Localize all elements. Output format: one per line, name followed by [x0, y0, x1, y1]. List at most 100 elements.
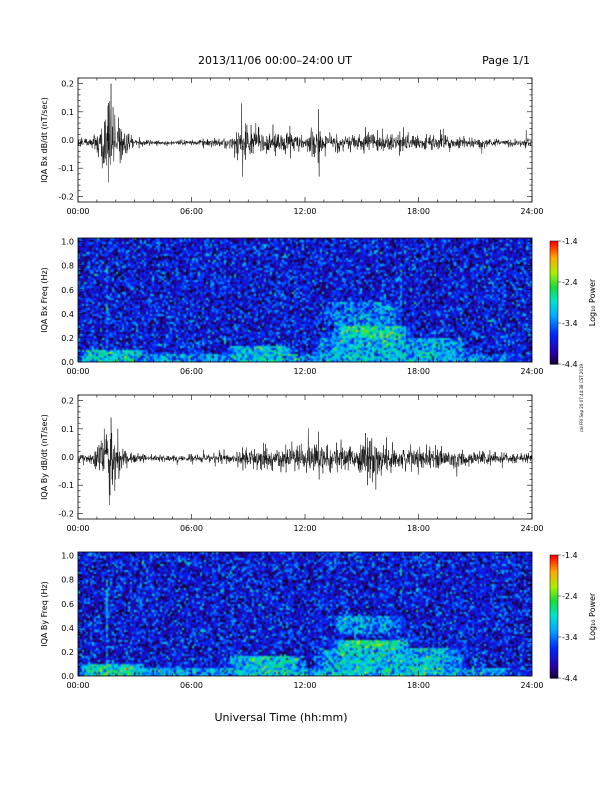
y-tick-label: -0.2 — [58, 509, 74, 518]
x-tick-label: 12:00 — [293, 367, 316, 376]
spectrogram-image — [78, 238, 532, 362]
svg-text:-2.4: -2.4 — [562, 592, 578, 601]
y-axis-label: IQA By dB/dt (nT/sec) — [40, 414, 49, 500]
svg-text:0.2: 0.2 — [61, 648, 74, 657]
colorbar-tick-label: -4.4 — [562, 674, 578, 683]
colorbar: -1.4 -2.4 -3.4 -4.4 Log₁₀ Power — [549, 551, 597, 683]
svg-text:06:00: 06:00 — [180, 681, 203, 690]
page-number: Page 1/1 — [482, 54, 530, 67]
plot-title: 2013/11/06 00:00–24:00 UT — [198, 54, 352, 67]
spectrogram-panel: -1.4 -2.4 -3.4 -4.4 Log₁₀ Power 00:00 06:00 12:… — [40, 237, 597, 376]
colorbar-tick-label: -4.4 — [562, 360, 578, 369]
svg-text:0.8: 0.8 — [61, 576, 74, 585]
x-tick-label: 24:00 — [520, 207, 543, 216]
x-tick-label: 06:00 — [180, 207, 203, 216]
x-tick-label: 00:00 — [66, 207, 89, 216]
y-axis-label: IQA Bx dB/dt (nT/sec) — [40, 97, 49, 183]
x-tick-label: 12:00 — [293, 207, 316, 216]
side-stamp: cal FRI Sep 20 07:44:38 CST 2019 — [579, 363, 584, 432]
svg-text:00:00: 00:00 — [66, 367, 89, 376]
waveform-panel: 00:00 06:00 12:00 18:00 24:00 -0.2 -0.1 0.0 0.1 0… — [40, 77, 544, 216]
svg-text:0.1: 0.1 — [61, 108, 74, 117]
y-tick-label: -0.1 — [58, 481, 74, 490]
y-tick-label: 0.1 — [61, 108, 74, 117]
x-tick-label: 18:00 — [407, 524, 430, 533]
colorbar-label: Log₁₀ Power — [588, 592, 597, 640]
svg-text:24:00: 24:00 — [520, 524, 543, 533]
x-tick-label: 24:00 — [520, 681, 543, 690]
svg-text:0.4: 0.4 — [61, 310, 74, 319]
svg-text:-3.4: -3.4 — [562, 633, 578, 642]
y-tick-label: 0.0 — [61, 136, 74, 145]
svg-text:-0.2: -0.2 — [58, 192, 74, 201]
svg-text:-0.1: -0.1 — [58, 481, 74, 490]
svg-text:12:00: 12:00 — [293, 207, 316, 216]
y-tick-label: 0.2 — [61, 397, 74, 406]
y-tick-label: 0.1 — [61, 425, 74, 434]
colorbar-tick-label: -3.4 — [562, 319, 578, 328]
svg-text:1.0: 1.0 — [61, 552, 74, 561]
svg-text:0.0: 0.0 — [61, 453, 74, 462]
svg-text:1.0: 1.0 — [61, 238, 74, 247]
svg-text:06:00: 06:00 — [180, 207, 203, 216]
x-tick-label: 18:00 — [407, 207, 430, 216]
y-tick-label: 0.0 — [61, 672, 74, 681]
y-tick-label: 0.0 — [61, 453, 74, 462]
x-tick-label: 00:00 — [66, 524, 89, 533]
svg-text:0.8: 0.8 — [61, 262, 74, 271]
svg-text:12:00: 12:00 — [293, 524, 316, 533]
svg-text:-4.4: -4.4 — [562, 674, 578, 683]
svg-text:24:00: 24:00 — [520, 207, 543, 216]
svg-text:-3.4: -3.4 — [562, 319, 578, 328]
svg-text:00:00: 00:00 — [66, 681, 89, 690]
x-tick-label: 24:00 — [520, 367, 543, 376]
y-tick-label: 1.0 — [61, 238, 74, 247]
spectrogram-panel: -1.4 -2.4 -3.4 -4.4 Log₁₀ Power 00:00 06:00 12:… — [40, 551, 597, 690]
spectrogram-image — [78, 552, 532, 676]
x-tick-label: 12:00 — [293, 524, 316, 533]
y-tick-label: 1.0 — [61, 552, 74, 561]
svg-text:0.0: 0.0 — [61, 136, 74, 145]
svg-text:0.2: 0.2 — [61, 80, 74, 89]
y-tick-label: 0.8 — [61, 262, 74, 271]
y-axis-label: IQA By Freq (Hz) — [40, 581, 49, 647]
y-tick-label: 0.2 — [61, 648, 74, 657]
svg-text:00:00: 00:00 — [66, 207, 89, 216]
svg-text:0.0: 0.0 — [61, 358, 74, 367]
colorbar-tick-label: -2.4 — [562, 278, 578, 287]
svg-text:00:00: 00:00 — [66, 524, 89, 533]
x-axis-title: Universal Time (hh:mm) — [215, 711, 348, 724]
x-tick-label: 24:00 — [520, 524, 543, 533]
svg-text:0.2: 0.2 — [61, 334, 74, 343]
svg-text:12:00: 12:00 — [293, 367, 316, 376]
colorbar-tick-label: -1.4 — [562, 551, 578, 560]
y-tick-label: 0.6 — [61, 286, 74, 295]
svg-text:06:00: 06:00 — [180, 524, 203, 533]
y-tick-label: 0.2 — [61, 80, 74, 89]
svg-text:18:00: 18:00 — [407, 207, 430, 216]
svg-text:0.2: 0.2 — [61, 397, 74, 406]
svg-text:0.6: 0.6 — [61, 600, 74, 609]
y-tick-label: 0.0 — [61, 358, 74, 367]
y-axis-label: IQA Bx Freq (Hz) — [40, 267, 49, 333]
svg-text:0.1: 0.1 — [61, 425, 74, 434]
colorbar-label: Log₁₀ Power — [588, 278, 597, 326]
series-line — [77, 417, 533, 505]
y-tick-label: 0.2 — [61, 334, 74, 343]
svg-text:-1.4: -1.4 — [562, 237, 578, 246]
svg-text:12:00: 12:00 — [293, 681, 316, 690]
x-tick-label: 06:00 — [180, 524, 203, 533]
svg-text:-2.4: -2.4 — [562, 278, 578, 287]
svg-text:06:00: 06:00 — [180, 367, 203, 376]
waveform-panel: 00:00 06:00 12:00 18:00 24:00 -0.2 -0.1 0.0 0.1 0… — [40, 394, 544, 533]
panel-group: 00:00 06:00 12:00 18:00 24:00 -0.2 -0.1 0.0 0.1 0… — [40, 77, 597, 690]
y-tick-label: 0.6 — [61, 600, 74, 609]
svg-text:18:00: 18:00 — [407, 524, 430, 533]
svg-text:18:00: 18:00 — [407, 367, 430, 376]
x-tick-label: 12:00 — [293, 681, 316, 690]
x-tick-label: 06:00 — [180, 367, 203, 376]
svg-text:0.6: 0.6 — [61, 286, 74, 295]
x-tick-label: 00:00 — [66, 681, 89, 690]
y-tick-label: -0.2 — [58, 192, 74, 201]
svg-text:24:00: 24:00 — [520, 681, 543, 690]
